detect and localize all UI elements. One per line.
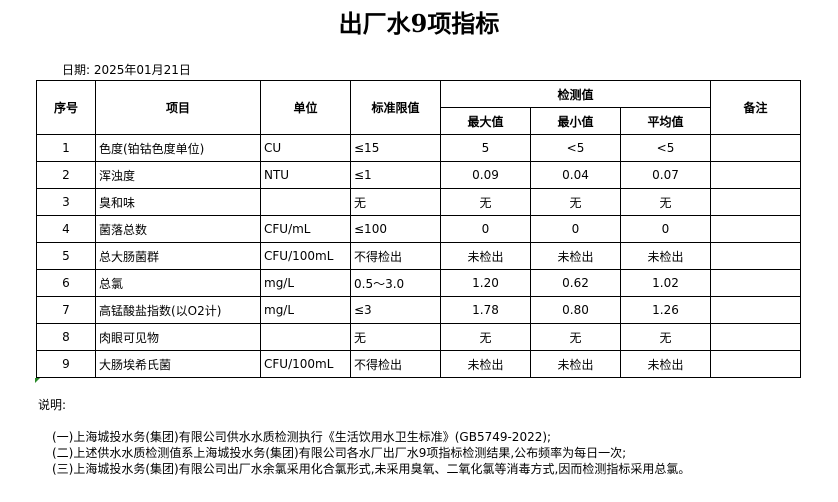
cell-limit: ≤3 <box>350 296 441 324</box>
cell-no: 9 <box>36 350 96 378</box>
cell-remark <box>710 161 801 189</box>
table-row: 8 肉眼可见物无无无无 <box>36 323 801 351</box>
cell-avg: 0 <box>620 215 711 243</box>
cell-no: 3 <box>36 188 96 216</box>
cell-min: 无 <box>530 188 621 216</box>
header-avg: 平均值 <box>620 107 711 135</box>
cell-min: 无 <box>530 323 621 351</box>
cell-remark <box>710 215 801 243</box>
cell-unit: NTU <box>260 161 351 189</box>
cell-remark <box>710 350 801 378</box>
cell-avg: 无 <box>620 188 711 216</box>
cell-no: 8 <box>36 323 96 351</box>
cell-item: 肉眼可见物 <box>95 323 261 351</box>
cell-min: 0.04 <box>530 161 621 189</box>
cell-min: 未检出 <box>530 350 621 378</box>
cell-avg: 0.07 <box>620 161 711 189</box>
header-item: 项目 <box>95 80 261 135</box>
header-unit: 单位 <box>260 80 351 135</box>
cell-max: 0 <box>440 215 531 243</box>
table-row: 6 总氯 mg/L 0.5～3.0 1.20 0.62 1.02 <box>36 269 801 297</box>
cell-avg: 未检出 <box>620 242 711 270</box>
cell-item: 菌落总数 <box>95 215 261 243</box>
cell-max: 1.20 <box>440 269 531 297</box>
cell-avg: <5 <box>620 134 711 162</box>
note-line-1: (一)上海城投水务(集团)有限公司供水水质检测执行《生活饮用水卫生标准》(GB5… <box>52 430 552 444</box>
cell-max: 未检出 <box>440 242 531 270</box>
cell-min: 未检出 <box>530 242 621 270</box>
cell-remark <box>710 242 801 270</box>
cell-remark <box>710 323 801 351</box>
cell-no: 7 <box>36 296 96 324</box>
cell-unit: mg/L <box>260 269 351 297</box>
cell-unit <box>260 188 351 216</box>
cell-min: 0.62 <box>530 269 621 297</box>
table-row: 5 总大肠菌群 CFU/100mL 不得检出 未检出 未检出 未检出 <box>36 242 801 270</box>
cell-remark <box>710 269 801 297</box>
cell-limit: 不得检出 <box>350 350 441 378</box>
note-line-2: (二)上述供水水质检测值系上海城投水务(集团)有限公司各水厂出厂水9项指标检测结… <box>52 446 627 460</box>
note-line-3: (三)上海城投水务(集团)有限公司出厂水余氯采用化合氯形式,未采用臭氧、二氧化氯… <box>52 462 691 476</box>
cell-item: 高锰酸盐指数(以O2计) <box>95 296 261 324</box>
header-min: 最小值 <box>530 107 621 135</box>
header-remark: 备注 <box>710 80 801 135</box>
table-row: 3 臭和味无无无无 <box>36 188 801 216</box>
cell-no: 5 <box>36 242 96 270</box>
cell-no: 2 <box>36 161 96 189</box>
cell-limit: 无 <box>350 188 441 216</box>
cell-limit: ≤1 <box>350 161 441 189</box>
cell-no: 6 <box>36 269 96 297</box>
cell-limit: 0.5～3.0 <box>350 269 441 297</box>
cell-min: <5 <box>530 134 621 162</box>
cell-max: 0.09 <box>440 161 531 189</box>
cell-item: 总大肠菌群 <box>95 242 261 270</box>
table-row: 4 菌落总数 CFU/mL ≤100 0 0 0 <box>36 215 801 243</box>
header-no: 序号 <box>36 80 96 135</box>
cell-unit: CFU/100mL <box>260 242 351 270</box>
cell-limit: ≤100 <box>350 215 441 243</box>
cell-avg: 无 <box>620 323 711 351</box>
cell-remark <box>710 188 801 216</box>
cell-max: 5 <box>440 134 531 162</box>
cell-no: 4 <box>36 215 96 243</box>
cell-unit: CFU/100mL <box>260 350 351 378</box>
cell-avg: 1.26 <box>620 296 711 324</box>
header-detect: 检测值 <box>440 80 711 108</box>
header-max: 最大值 <box>440 107 531 135</box>
cell-max: 1.78 <box>440 296 531 324</box>
cell-item: 总氯 <box>95 269 261 297</box>
cell-marker <box>35 378 40 383</box>
page-title: 出厂水9项指标 <box>338 9 500 38</box>
cell-avg: 1.02 <box>620 269 711 297</box>
cell-no: 1 <box>36 134 96 162</box>
cell-item: 色度(铂钴色度单位) <box>95 134 261 162</box>
cell-unit <box>260 323 351 351</box>
cell-min: 0 <box>530 215 621 243</box>
cell-unit: CU <box>260 134 351 162</box>
cell-min: 0.80 <box>530 296 621 324</box>
table-row: 9 大肠埃希氏菌 CFU/100mL 不得检出 未检出 未检出 未检出 <box>36 350 801 378</box>
report-date: 日期: 2025年01月21日 <box>62 63 191 77</box>
cell-item: 大肠埃希氏菌 <box>95 350 261 378</box>
cell-limit: 无 <box>350 323 441 351</box>
cell-avg: 未检出 <box>620 350 711 378</box>
cell-item: 臭和味 <box>95 188 261 216</box>
cell-limit: ≤15 <box>350 134 441 162</box>
cell-unit: mg/L <box>260 296 351 324</box>
cell-max: 无 <box>440 323 531 351</box>
table-row: 2 浑浊度 NTU ≤1 0.09 0.04 0.07 <box>36 161 801 189</box>
cell-item: 浑浊度 <box>95 161 261 189</box>
cell-max: 未检出 <box>440 350 531 378</box>
header-limit: 标准限值 <box>350 80 441 135</box>
cell-unit: CFU/mL <box>260 215 351 243</box>
cell-remark <box>710 296 801 324</box>
cell-limit: 不得检出 <box>350 242 441 270</box>
cell-remark <box>710 134 801 162</box>
water-quality-table: 序号 项目 单位 标准限值 检测值 备注 最大值 最小值 平均值 1 色度(铂钴色… <box>36 80 801 378</box>
table-row: 7 高锰酸盐指数(以O2计) mg/L ≤3 1.78 0.80 1.26 <box>36 296 801 324</box>
notes-label: 说明: <box>38 398 67 412</box>
table-row: 1 色度(铂钴色度单位) CU ≤15 5 <5 <5 <box>36 134 801 162</box>
cell-max: 无 <box>440 188 531 216</box>
